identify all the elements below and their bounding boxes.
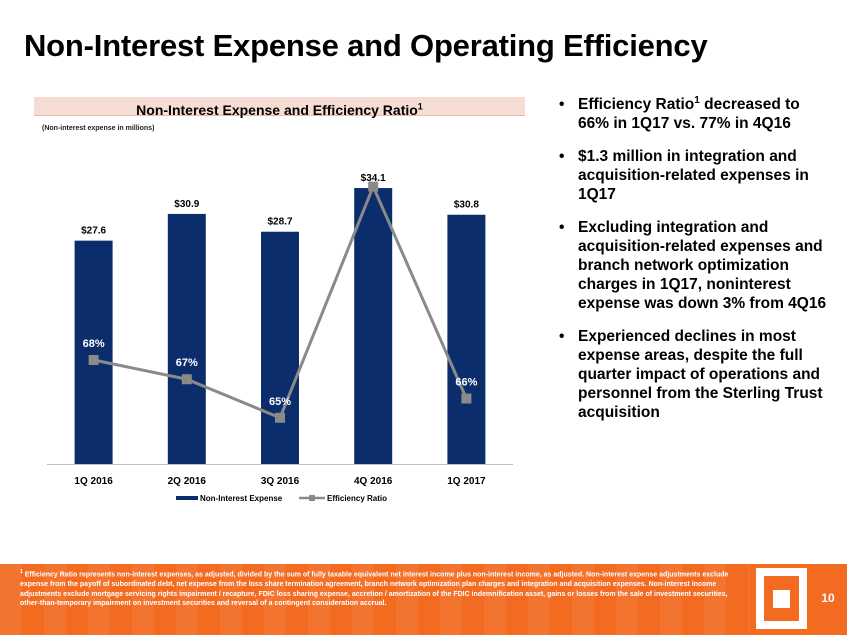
chart-title-text: Non-Interest Expense and Efficiency Rati…: [136, 101, 418, 118]
footnote-text: Efficiency Ratio represents non-interest…: [20, 571, 729, 608]
bar-value-label: $28.7: [267, 217, 292, 228]
legend-label-line: Efficiency Ratio: [327, 494, 387, 503]
bullet-item: • Excluding integration and acquisition-r…: [557, 218, 827, 313]
bullet-text-continued: decreased to 66% in 1Q17 vs. 77% in 4Q16: [578, 96, 800, 132]
footer-band: [0, 564, 847, 635]
x-tick-label: 2Q 2016: [168, 476, 207, 487]
x-tick-label: 1Q 2017: [447, 476, 486, 487]
bullet-text: Experienced declines in most expense are…: [578, 328, 823, 421]
legend-swatch-bar: [176, 496, 198, 500]
legend-swatch-marker: [309, 495, 315, 501]
bullet-glyph: •: [559, 96, 565, 113]
footnote-marker: 1: [20, 569, 23, 575]
bullet-glyph: •: [559, 148, 565, 165]
x-tick-label: 1Q 2016: [74, 476, 113, 487]
x-tick-label: 4Q 2016: [354, 476, 393, 487]
efficiency-value-label: 65%: [269, 396, 291, 408]
bullet-item: • $1.3 million in integration and acquisi…: [557, 147, 827, 204]
efficiency-point: [461, 393, 472, 404]
efficiency-value-label: 67%: [176, 357, 198, 369]
footnote: 1 Efficiency Ratio represents non-intere…: [20, 568, 740, 609]
efficiency-value-label: 68%: [83, 338, 105, 350]
bullet-footnote-marker: 1: [694, 94, 700, 106]
bar-value-label: $30.8: [454, 200, 479, 211]
bar: [74, 240, 113, 464]
bar-value-label: $27.6: [81, 226, 106, 237]
bullet-list: • Efficiency Ratio1 decreased to 66% in 1…: [557, 95, 827, 436]
legend-label-bar: Non-Interest Expense: [200, 494, 283, 503]
efficiency-value-label: 77%: [362, 165, 384, 177]
bar: [447, 214, 486, 464]
bullet-item: • Experienced declines in most expense ar…: [557, 327, 827, 422]
footer-pattern: [0, 564, 750, 635]
efficiency-value-label: 66%: [455, 377, 477, 389]
chart: $27.6 $30.9 $28.7 $34.1 $30.8 1Q 2016 2Q 2016 3…: [47, 165, 513, 503]
chart-header: Non-Interest Expense and Efficiency Rati…: [34, 97, 525, 118]
page-title: Non-Interest Expense and Operating Effic…: [24, 28, 708, 63]
bar-value-label: $30.9: [174, 199, 199, 210]
efficiency-point: [181, 374, 192, 385]
bullet-text: $1.3 million in integration and acquisit…: [578, 148, 809, 203]
chart-units-note: (Non-interest expense in millions): [42, 125, 155, 132]
x-tick-label: 3Q 2016: [261, 476, 300, 487]
chart-title-footnote-marker: 1: [417, 101, 423, 111]
efficiency-point: [88, 354, 99, 365]
bar: [261, 231, 299, 464]
bullet-text: Efficiency Ratio: [578, 96, 695, 113]
bullet-glyph: •: [559, 219, 565, 236]
efficiency-point: [368, 181, 379, 192]
chart-title: Non-Interest Expense and Efficiency Rati…: [136, 101, 423, 118]
bar: [354, 188, 393, 465]
bullet-text: Excluding integration and acquisition-re…: [578, 219, 827, 312]
page-number: 10: [821, 591, 835, 605]
company-logo: [756, 568, 807, 629]
bar: [167, 213, 206, 464]
efficiency-point: [275, 412, 285, 423]
bullet-item: • Efficiency Ratio1 decreased to 66% in 1…: [557, 95, 827, 133]
bullet-glyph: •: [559, 328, 565, 345]
bar-value-label: $34.1: [361, 173, 386, 184]
logo-square: [773, 590, 790, 608]
